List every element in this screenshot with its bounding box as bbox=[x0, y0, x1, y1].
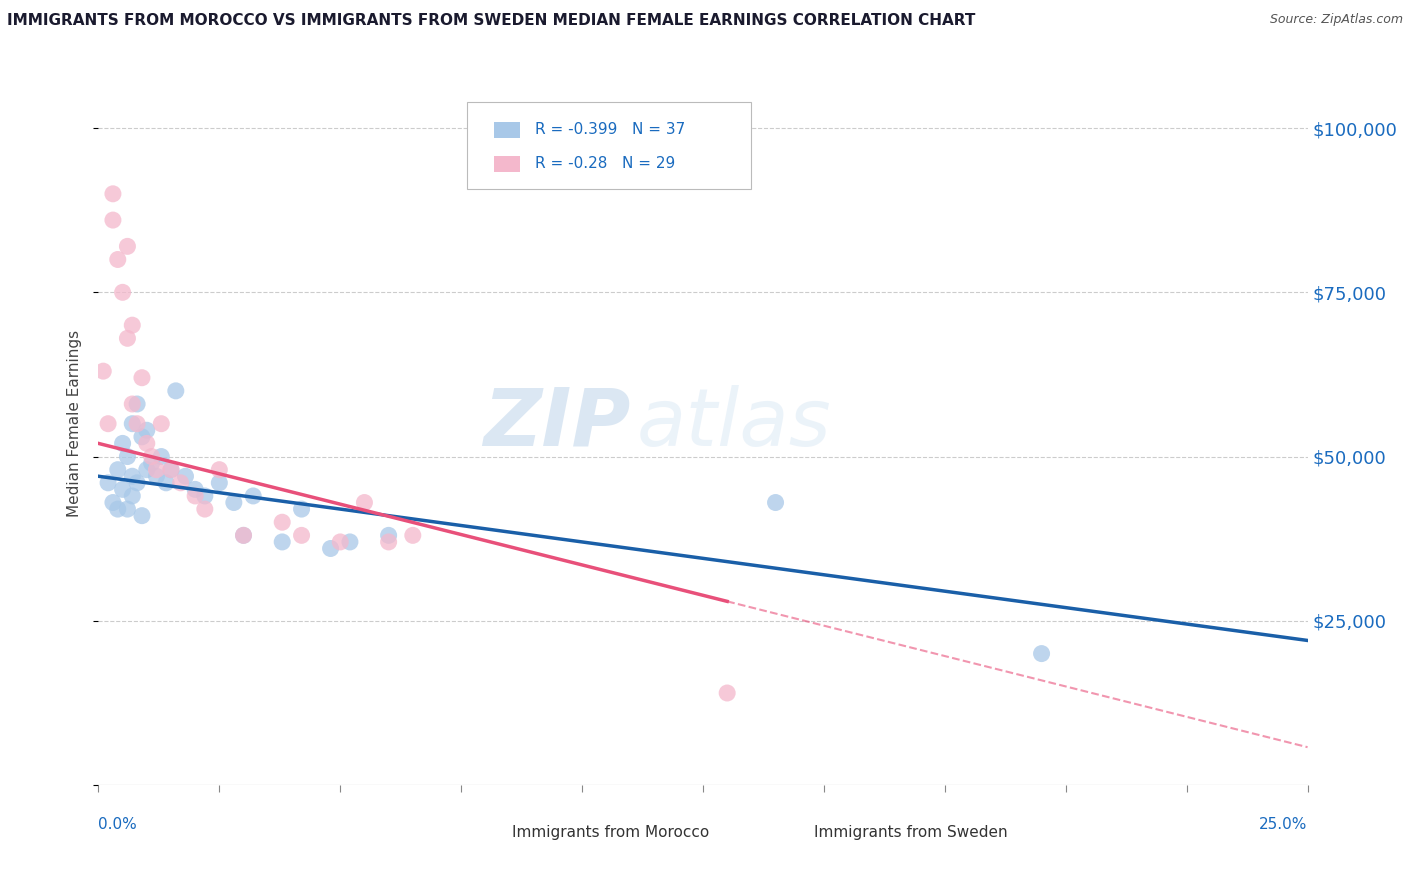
Point bbox=[141, 450, 163, 464]
Point bbox=[222, 495, 245, 509]
Point bbox=[160, 463, 183, 477]
Point bbox=[121, 417, 143, 431]
Point bbox=[160, 463, 183, 477]
Point bbox=[716, 686, 738, 700]
Text: Source: ZipAtlas.com: Source: ZipAtlas.com bbox=[1270, 13, 1403, 27]
Point bbox=[184, 489, 207, 503]
Point bbox=[339, 535, 361, 549]
Point bbox=[145, 463, 167, 477]
Point bbox=[127, 397, 149, 411]
Point bbox=[353, 495, 375, 509]
Point bbox=[290, 528, 312, 542]
Text: IMMIGRANTS FROM MOROCCO VS IMMIGRANTS FROM SWEDEN MEDIAN FEMALE EARNINGS CORRELA: IMMIGRANTS FROM MOROCCO VS IMMIGRANTS FR… bbox=[7, 13, 976, 29]
Point bbox=[127, 417, 149, 431]
Text: R = -0.399   N = 37: R = -0.399 N = 37 bbox=[534, 122, 685, 137]
Point bbox=[111, 483, 134, 497]
FancyBboxPatch shape bbox=[494, 121, 520, 137]
Point bbox=[271, 515, 294, 529]
Point bbox=[1031, 647, 1053, 661]
Point bbox=[111, 436, 134, 450]
Point bbox=[174, 469, 197, 483]
Point bbox=[135, 436, 157, 450]
Text: ZIP: ZIP bbox=[484, 384, 630, 463]
Point bbox=[271, 535, 294, 549]
Point bbox=[97, 475, 120, 490]
Point bbox=[121, 489, 143, 503]
Text: 0.0%: 0.0% bbox=[98, 817, 138, 832]
Point bbox=[121, 469, 143, 483]
Point bbox=[319, 541, 342, 556]
Y-axis label: Median Female Earnings: Median Female Earnings bbox=[67, 330, 83, 517]
Point bbox=[131, 508, 153, 523]
Point bbox=[121, 397, 143, 411]
Point bbox=[131, 430, 153, 444]
FancyBboxPatch shape bbox=[494, 155, 520, 171]
Point bbox=[131, 370, 153, 384]
Point bbox=[150, 417, 173, 431]
Point bbox=[121, 318, 143, 333]
Point bbox=[208, 475, 231, 490]
Text: R = -0.28   N = 29: R = -0.28 N = 29 bbox=[534, 156, 675, 171]
Point bbox=[232, 528, 254, 542]
Point bbox=[101, 495, 124, 509]
Point bbox=[208, 463, 231, 477]
Point bbox=[111, 285, 134, 300]
Point bbox=[145, 469, 167, 483]
FancyBboxPatch shape bbox=[769, 826, 803, 839]
Point bbox=[232, 528, 254, 542]
Point bbox=[117, 331, 139, 345]
Point bbox=[135, 463, 157, 477]
Point bbox=[107, 252, 129, 267]
Point bbox=[117, 502, 139, 516]
Point bbox=[150, 450, 173, 464]
Text: 25.0%: 25.0% bbox=[1260, 817, 1308, 832]
Point bbox=[91, 364, 114, 378]
Point bbox=[107, 502, 129, 516]
Text: Immigrants from Morocco: Immigrants from Morocco bbox=[512, 825, 709, 840]
Point bbox=[117, 450, 139, 464]
Point bbox=[165, 384, 187, 398]
FancyBboxPatch shape bbox=[467, 103, 751, 189]
Point bbox=[117, 239, 139, 253]
Point bbox=[101, 186, 124, 201]
Point bbox=[107, 463, 129, 477]
Point bbox=[242, 489, 264, 503]
Point bbox=[377, 535, 399, 549]
Point bbox=[402, 528, 425, 542]
Point bbox=[155, 475, 177, 490]
Point bbox=[290, 502, 312, 516]
Point bbox=[765, 495, 787, 509]
Point bbox=[194, 489, 217, 503]
Point bbox=[377, 528, 399, 542]
Point bbox=[127, 475, 149, 490]
Point bbox=[101, 213, 124, 227]
Point bbox=[141, 456, 163, 470]
Point bbox=[329, 535, 352, 549]
Point bbox=[169, 475, 191, 490]
Text: atlas: atlas bbox=[637, 384, 831, 463]
Point bbox=[194, 502, 217, 516]
Point bbox=[97, 417, 120, 431]
FancyBboxPatch shape bbox=[467, 826, 501, 839]
Point bbox=[184, 483, 207, 497]
Text: Immigrants from Sweden: Immigrants from Sweden bbox=[814, 825, 1008, 840]
Point bbox=[135, 423, 157, 437]
